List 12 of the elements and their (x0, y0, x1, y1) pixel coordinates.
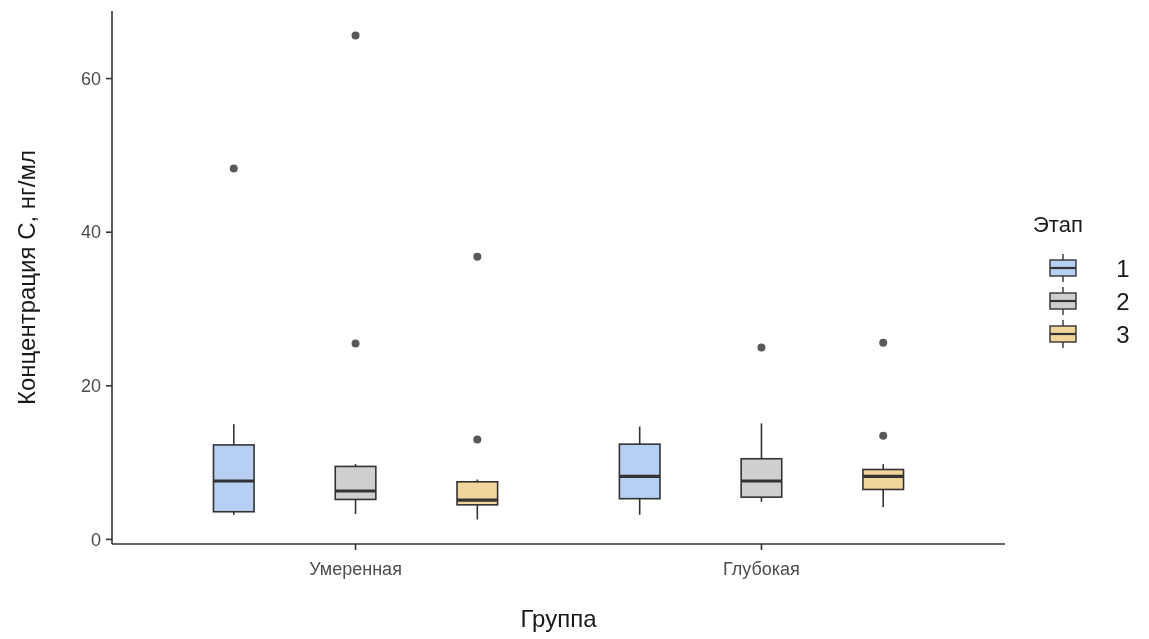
y-tick-label: 40 (80, 222, 101, 243)
legend-label: 1 (1116, 254, 1130, 282)
y-tick-label: 60 (80, 68, 101, 89)
legend-title: Этап (1033, 212, 1083, 237)
legend-label: 2 (1116, 287, 1130, 315)
y-axis-title: Концентрация С, нг/мл (13, 149, 40, 406)
y-tick-label: 0 (90, 529, 101, 550)
x-tick-label: Глубокая (723, 559, 800, 579)
y-tick-label: 20 (80, 376, 101, 397)
x-tick-label: Умеренная (309, 559, 402, 579)
x-axis-title: Группа (520, 605, 598, 632)
legend-label: 3 (1116, 320, 1130, 348)
